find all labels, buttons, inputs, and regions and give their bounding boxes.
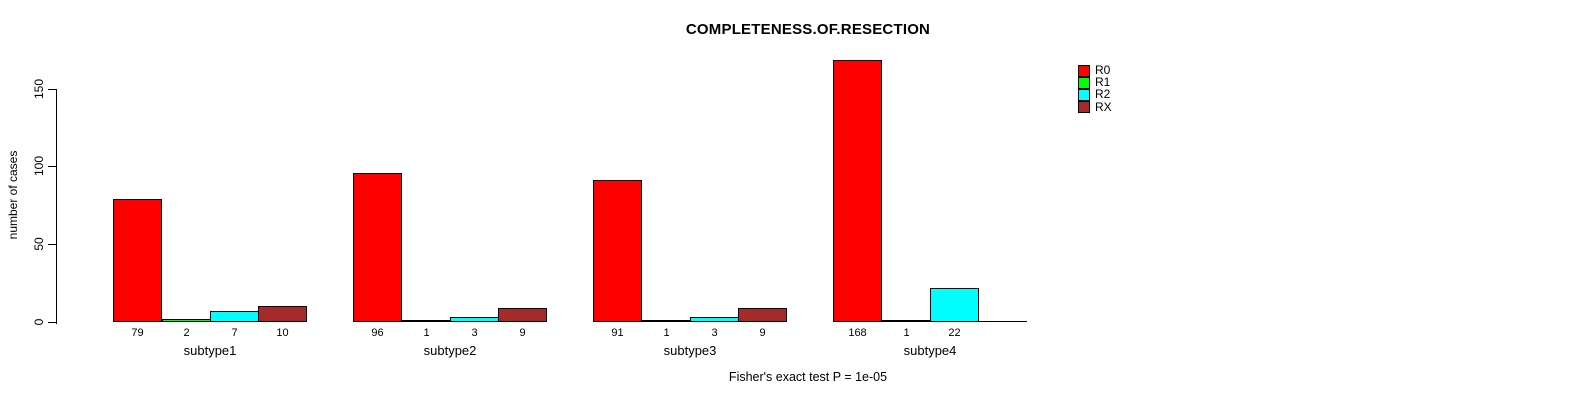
- legend-label: R0: [1095, 63, 1111, 77]
- y-axis-tick-label: 100: [32, 155, 46, 177]
- bar-r2: [930, 288, 979, 322]
- legend-item-r1: R1: [1078, 75, 1112, 90]
- legend-swatch-rx: [1078, 101, 1090, 114]
- bar-r1: [162, 319, 211, 322]
- y-axis-tick: [48, 244, 56, 245]
- category-label-subtype1: subtype1: [183, 343, 237, 358]
- legend-swatch-r0: [1078, 64, 1090, 77]
- bar-value-label: 1: [903, 327, 910, 339]
- bar-rx: [498, 308, 547, 322]
- legend-item-r2: R2: [1078, 87, 1112, 102]
- category-label-subtype3: subtype3: [663, 343, 717, 358]
- bar-r0: [353, 173, 402, 322]
- legend-label: R1: [1095, 75, 1111, 90]
- bar-value-label: 7: [231, 327, 238, 339]
- y-axis-tick-label: 0: [32, 318, 46, 326]
- y-axis-tick-label: 50: [32, 237, 46, 251]
- y-axis-label: number of cases: [6, 150, 20, 240]
- legend-swatch-r2: [1078, 88, 1090, 101]
- bar-r0: [833, 60, 882, 322]
- bar-r2: [210, 311, 259, 322]
- bar-r2: [690, 317, 739, 322]
- bar-value-label: 3: [471, 327, 478, 339]
- bar-rx: [738, 308, 787, 322]
- bar-value-label: 9: [519, 327, 526, 339]
- bar-value-label: 1: [423, 327, 430, 339]
- bar-rx-zero: [978, 321, 1027, 322]
- y-axis-tick: [48, 89, 56, 90]
- bar-value-label: 2: [183, 327, 190, 339]
- bar-r2: [450, 317, 499, 322]
- legend-label: RX: [1095, 99, 1112, 114]
- bar-value-label: 22: [948, 327, 961, 339]
- bar-value-label: 79: [131, 327, 144, 339]
- bar-r0: [593, 180, 642, 322]
- bar-r1: [402, 320, 451, 322]
- legend-item-rx: RX: [1078, 99, 1112, 114]
- y-axis-tick: [48, 322, 56, 323]
- bar-value-label: 10: [276, 327, 289, 339]
- bar-value-label: 168: [848, 327, 867, 339]
- y-axis-tick-label: 150: [32, 78, 46, 100]
- bar-value-label: 91: [611, 327, 624, 339]
- category-label-subtype4: subtype4: [903, 343, 957, 358]
- legend-swatch-r1: [1078, 76, 1090, 89]
- category-label-subtype2: subtype2: [423, 343, 477, 358]
- bar-r1: [642, 320, 691, 322]
- y-axis-tick: [48, 166, 56, 167]
- bar-r1: [882, 320, 931, 322]
- bar-value-label: 96: [371, 327, 384, 339]
- bar-r0: [113, 199, 162, 322]
- bar-rx: [258, 306, 307, 322]
- legend: R0 R1 R2 RX: [1078, 63, 1112, 114]
- chart-title: COMPLETENESS.OF.RESECTION: [685, 21, 931, 38]
- legend-label: R2: [1095, 87, 1111, 102]
- bar-value-label: 1: [663, 327, 670, 339]
- bar-value-label: 3: [711, 327, 718, 339]
- fisher-test-annotation: Fisher's exact test P = 1e-05: [728, 370, 888, 384]
- y-axis-line: [56, 89, 57, 324]
- bar-value-label: 9: [759, 327, 766, 339]
- legend-item-r0: R0: [1078, 63, 1112, 77]
